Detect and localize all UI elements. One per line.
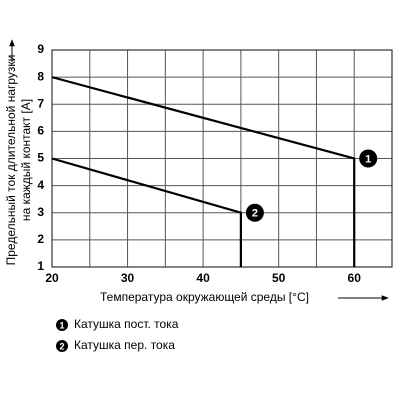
y-tick-label: 7 [37,96,44,110]
y-tick-label: 5 [37,151,44,165]
y-axis-label: на каждый контакт [A] [19,99,33,221]
legend-label: Катушка пост. тока [74,317,179,331]
legend-marker [56,340,68,352]
x-axis-label: Температура окружающей среды [°C] [100,290,309,304]
x-tick-label: 20 [45,271,59,285]
y-tick-label: 6 [37,124,44,138]
series-marker [245,203,264,222]
series-marker-label: 1 [365,153,371,165]
legend-label: Катушка пер. тока [74,338,175,352]
y-tick-label: 8 [37,69,44,83]
x-tick-label: 50 [272,271,286,285]
x-tick-label: 60 [348,271,362,285]
series-marker [359,149,378,168]
series-line [51,76,356,267]
legend-marker-label: 1 [59,320,64,330]
y-tick-label: 2 [37,232,44,246]
y-tick-label: 9 [37,42,44,56]
y-tick-label: 1 [37,259,44,273]
x-tick-label: 30 [121,271,135,285]
y-tick-label: 4 [37,178,44,192]
y-axis-label: Предельный ток длительной нагрузки [4,55,18,266]
legend-marker [56,319,68,331]
series-line [51,157,242,267]
y-tick-label: 3 [37,205,44,219]
x-tick-label: 40 [196,271,210,285]
legend-marker-label: 2 [59,341,64,351]
series-marker-label: 2 [252,208,258,220]
